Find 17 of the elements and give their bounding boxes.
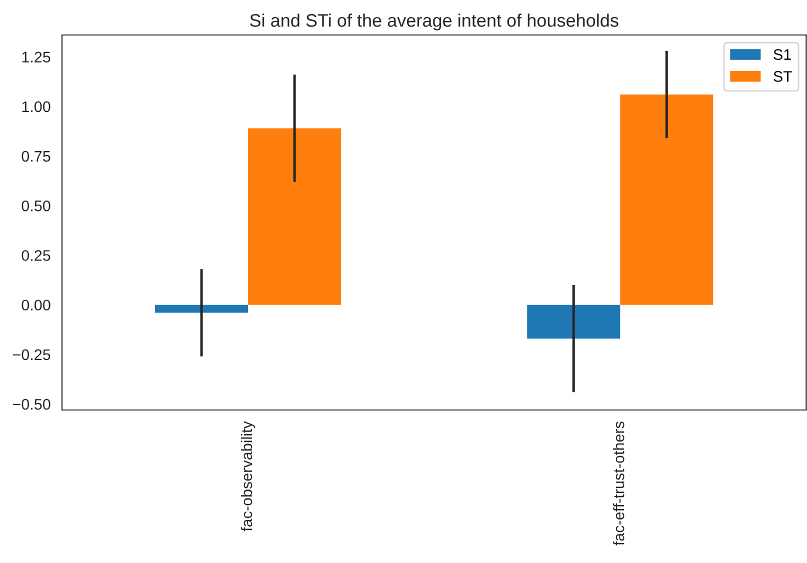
bar (620, 94, 714, 305)
x-tick-label: fac-observability (240, 421, 256, 532)
bar (248, 128, 342, 305)
y-tick-label: 1.00 (22, 101, 50, 112)
legend-label: ST (774, 71, 792, 82)
y-tick-label: 1.25 (22, 52, 50, 63)
y-tick-label: −0.25 (12, 349, 50, 360)
chart-title: Si and STi of the average intent of households (250, 14, 618, 30)
bar (527, 304, 620, 339)
x-tick-label: fac-eff-trust-others (613, 422, 624, 546)
y-tick-label: 0.50 (22, 200, 50, 212)
y-tick-label: −0.50 (12, 398, 50, 410)
y-tick-label: 0.00 (22, 300, 50, 311)
y-tick-label: 0.75 (22, 150, 50, 162)
y-tick-label: 0.25 (22, 250, 50, 261)
legend-label: S1 (774, 49, 791, 60)
bar (155, 304, 248, 313)
